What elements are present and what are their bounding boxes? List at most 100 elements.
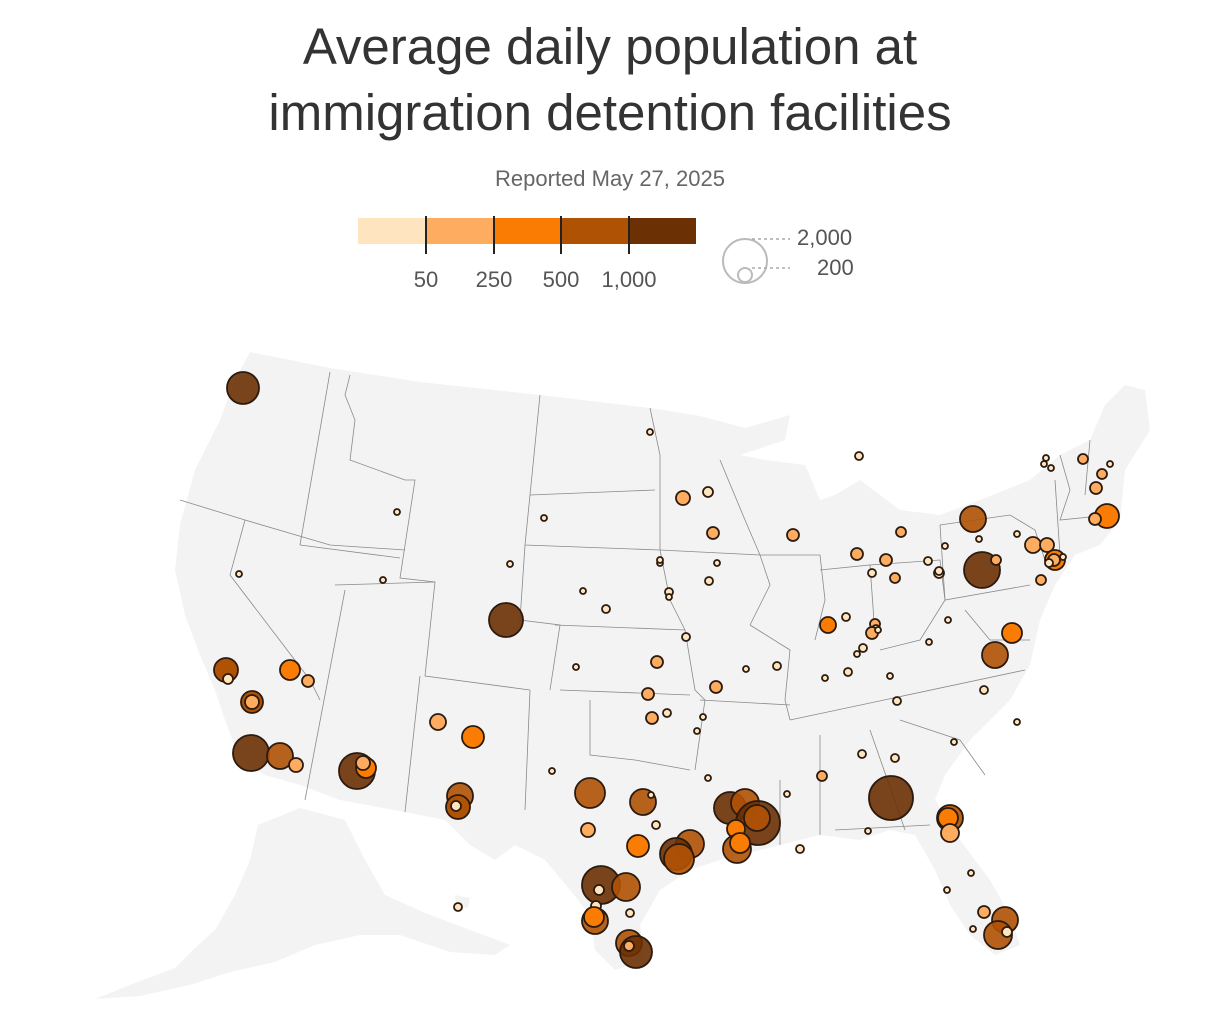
facility-marker-100: [892, 696, 902, 706]
state-border-7: [334, 581, 436, 586]
facility-marker-135: [1013, 530, 1021, 538]
facility-marker-64: [583, 906, 605, 928]
facility-marker-32: [656, 556, 664, 564]
state-border-1: [179, 499, 406, 551]
facility-marker-60: [611, 872, 641, 902]
facility-marker-67: [619, 935, 653, 969]
facility-marker-5: [506, 560, 514, 568]
state-border-32: [834, 824, 931, 831]
legend-swatch-1: [358, 218, 426, 244]
facility-marker-142: [1042, 454, 1050, 462]
facility-marker-101: [857, 749, 867, 759]
state-border-20: [749, 624, 791, 721]
size-legend-graphic: [722, 238, 790, 284]
facility-marker-7: [488, 602, 524, 638]
facility-marker-58: [663, 843, 695, 875]
facility-marker-48: [699, 713, 707, 721]
facility-marker-132: [1059, 553, 1067, 561]
legend-swatch-3: [494, 218, 561, 244]
facility-marker-111: [934, 566, 944, 576]
facility-marker-87: [819, 616, 837, 634]
facility-marker-83: [879, 553, 893, 567]
facility-marker-117: [950, 738, 958, 746]
state-border-35: [1059, 454, 1111, 521]
facility-marker-11: [301, 674, 315, 688]
state-border-18: [659, 549, 771, 626]
facility-marker-55: [626, 834, 650, 858]
facility-marker-33: [713, 559, 721, 567]
state-border-16: [589, 700, 691, 771]
chart-title: Average daily population at immigration …: [0, 14, 1220, 146]
land-shapes: [95, 352, 1150, 999]
chart-title-line-2: immigration detention facilities: [268, 84, 952, 141]
facility-marker-96: [821, 674, 829, 682]
facility-marker-65: [625, 908, 635, 918]
facility-marker-137: [1088, 512, 1102, 526]
facility-marker-114: [981, 641, 1009, 669]
facility-marker-36: [665, 593, 673, 601]
facility-marker-72: [743, 804, 771, 832]
facility-marker-126: [1001, 926, 1013, 938]
facility-marker-113: [1001, 622, 1023, 644]
facility-marker-24: [450, 800, 462, 812]
land-shape-2: [95, 808, 510, 999]
facility-marker-86: [889, 572, 901, 584]
facility-marker-29: [702, 486, 714, 498]
facility-marker-21: [461, 725, 485, 749]
state-border-19: [684, 629, 706, 771]
facility-marker-68: [623, 940, 635, 952]
size-legend-large-label: 2,000: [797, 225, 853, 250]
state-border-33: [899, 719, 986, 776]
facility-marker-41: [572, 663, 580, 671]
facility-marker-115: [979, 685, 989, 695]
facility-marker-98: [925, 638, 933, 646]
facility-marker-16: [288, 757, 304, 773]
facility-marker-28: [675, 490, 691, 506]
facility-marker-30: [706, 526, 720, 540]
state-border-4: [344, 374, 406, 481]
facility-marker-54: [651, 820, 661, 830]
facility-marker-95: [843, 667, 853, 677]
facility-marker-53: [580, 822, 596, 838]
facility-marker-75: [729, 832, 751, 854]
state-border-2: [229, 519, 321, 701]
facility-marker-133: [1044, 558, 1054, 568]
facility-marker-139: [1096, 468, 1108, 480]
facility-marker-129: [1039, 537, 1055, 553]
facility-marker-143: [1040, 460, 1048, 468]
size-legend-small-label: 200: [817, 255, 854, 280]
facility-marker-40: [650, 655, 664, 669]
state-border-36: [1084, 439, 1091, 496]
state-border-14: [554, 624, 686, 631]
facility-marker-77: [783, 790, 791, 798]
facility-marker-85: [867, 568, 877, 578]
state-border-23: [760, 554, 826, 641]
facility-marker-20: [429, 713, 447, 731]
facility-marker-13: [244, 694, 260, 710]
facility-marker-116: [1013, 718, 1021, 726]
legend-tick-250: [493, 216, 495, 254]
facility-marker-109: [923, 556, 933, 566]
chart-title-line-1: Average daily population at: [302, 18, 918, 75]
legend-swatch-4: [561, 218, 629, 244]
facility-marker-121: [943, 886, 951, 894]
state-border-21: [699, 699, 791, 706]
facility-marker-103: [868, 775, 914, 821]
facility-marker-27: [646, 428, 654, 436]
facility-marker-93: [858, 643, 868, 653]
state-border-28: [789, 669, 1026, 721]
facility-marker-97: [886, 672, 894, 680]
facility-marker-80: [786, 528, 800, 542]
state-border-6: [299, 544, 401, 559]
legend-tick-1000: [628, 216, 630, 254]
facility-marker-141: [1106, 460, 1114, 468]
facility-marker-128: [1024, 536, 1042, 554]
facility-marker-140: [1077, 453, 1089, 465]
facility-marker-134: [1035, 574, 1047, 586]
state-border-8: [304, 589, 346, 801]
facility-marker-88: [841, 612, 851, 622]
facility-marker-38: [601, 604, 611, 614]
facility-marker-14: [232, 734, 270, 772]
state-border-11: [524, 394, 661, 551]
